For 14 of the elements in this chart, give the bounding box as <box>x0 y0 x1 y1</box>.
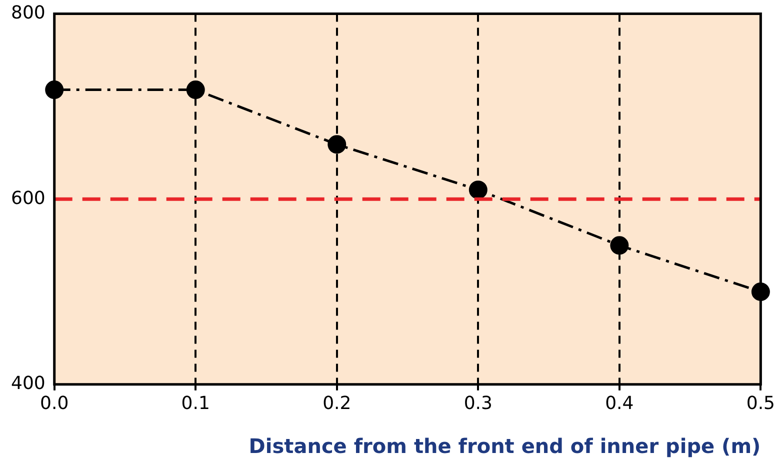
y-tick-label: 800 <box>10 2 46 24</box>
y-tick-label: 400 <box>10 373 46 394</box>
point <box>328 135 346 154</box>
y-tick-label: 600 <box>10 188 46 209</box>
x-tick-label: 0.0 <box>40 392 69 414</box>
x-tick-label: 0.5 <box>746 392 776 414</box>
point <box>468 180 488 200</box>
x-axis-title: Distance from the front end of inner pipe (m) <box>248 434 761 458</box>
x-tick-label: 0.4 <box>605 392 634 414</box>
x-tick-label: 0.1 <box>181 392 210 414</box>
x-tick-label: 0.2 <box>322 392 352 414</box>
point <box>186 80 205 100</box>
point <box>610 236 629 255</box>
x-tick-label: 0.3 <box>464 392 492 414</box>
